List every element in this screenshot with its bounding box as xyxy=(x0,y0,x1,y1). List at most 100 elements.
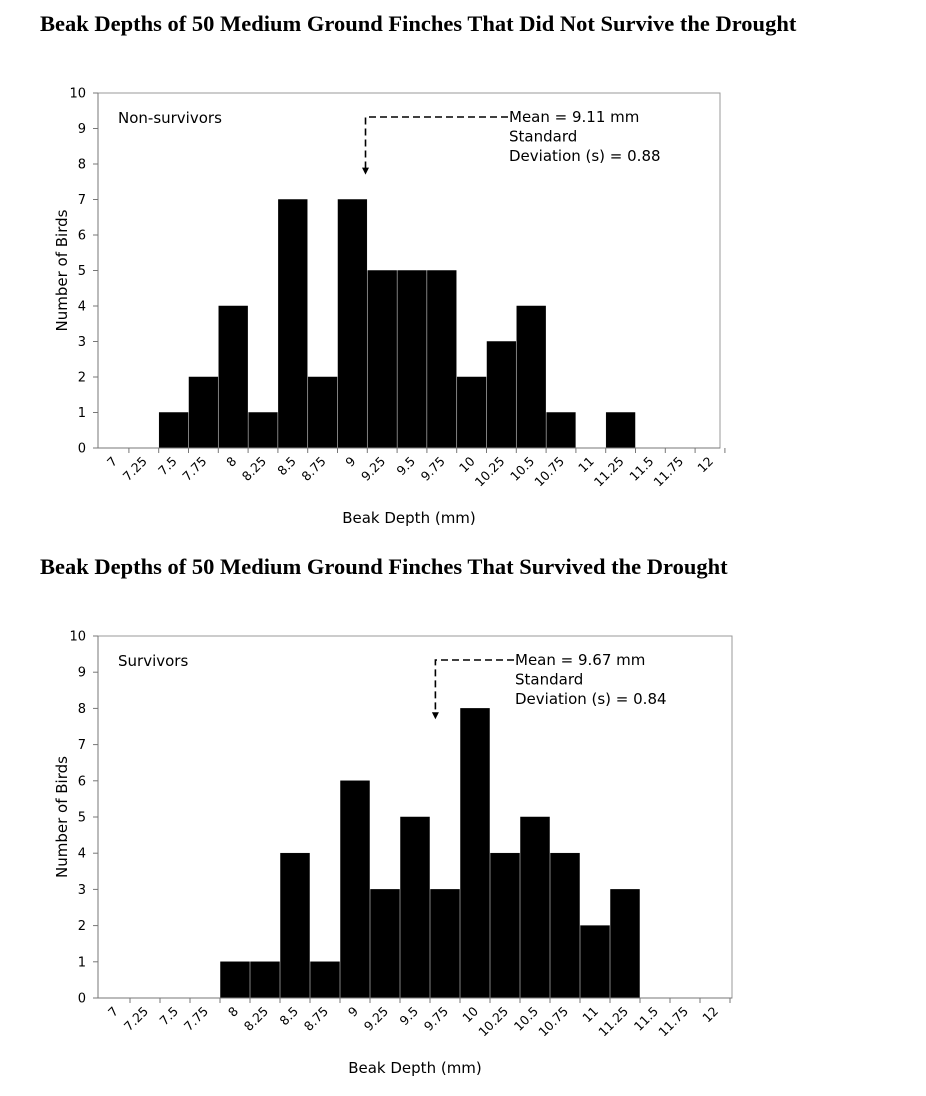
x-tick-label: 11.75 xyxy=(650,454,686,490)
y-tick-label: 5 xyxy=(78,264,86,279)
y-tick-label: 10 xyxy=(69,87,86,102)
y-tick-label: 4 xyxy=(78,300,86,315)
bar xyxy=(580,925,610,999)
x-tick-label: 11 xyxy=(579,1004,601,1026)
bar xyxy=(486,341,517,449)
y-tick-label: 3 xyxy=(78,883,86,898)
x-tick-label: 7.5 xyxy=(156,1004,181,1029)
bar xyxy=(367,270,397,449)
x-tick-label: 8.75 xyxy=(301,1004,331,1034)
panel-label: Survivors xyxy=(118,652,188,670)
y-tick-label: 0 xyxy=(78,442,86,457)
x-tick-label: 11.25 xyxy=(595,1004,631,1040)
y-tick-label: 9 xyxy=(78,666,86,681)
x-axis-title: Beak Depth (mm) xyxy=(342,509,476,527)
y-tick-label: 9 xyxy=(78,122,86,137)
mean-leader-line xyxy=(434,659,514,714)
y-tick-label: 2 xyxy=(78,919,86,934)
x-tick-label: 10.75 xyxy=(531,454,567,490)
x-tick-label: 7.75 xyxy=(181,1004,211,1034)
bar xyxy=(400,816,430,999)
y-tick-label: 1 xyxy=(78,955,86,970)
x-tick-label: 7.75 xyxy=(179,454,209,484)
x-tick-label: 11.75 xyxy=(655,1004,691,1040)
bar xyxy=(516,305,546,449)
x-tick-label: 11 xyxy=(575,454,597,476)
y-tick-label: 4 xyxy=(78,847,86,862)
bar xyxy=(248,412,278,449)
bar xyxy=(605,412,636,449)
y-tick-label: 2 xyxy=(78,371,86,386)
chart-title-non-survivors: Beak Depths of 50 Medium Ground Finches … xyxy=(40,11,797,36)
bar xyxy=(460,708,490,999)
y-tick-label: 7 xyxy=(78,738,86,753)
x-tick-label: 10.75 xyxy=(535,1004,571,1040)
y-axis-title: Number of Birds xyxy=(53,209,71,331)
y-tick-label: 5 xyxy=(78,811,86,826)
y-axis-title: Number of Birds xyxy=(53,756,71,878)
x-tick-label: 8.25 xyxy=(241,1004,271,1034)
x-tick-label: 9.75 xyxy=(421,1004,451,1034)
x-tick-label: 9.5 xyxy=(393,454,418,479)
mean-annotation-text: Mean = 9.67 mm xyxy=(515,651,645,669)
x-tick-label: 10.25 xyxy=(475,1004,511,1040)
bar xyxy=(158,412,189,449)
bar xyxy=(188,376,219,449)
x-tick-label: 12 xyxy=(694,454,716,476)
x-tick-label: 9 xyxy=(342,453,358,469)
x-tick-label: 10 xyxy=(456,453,478,475)
x-tick-label: 10.25 xyxy=(472,454,508,490)
bar xyxy=(340,780,370,999)
y-tick-label: 0 xyxy=(78,992,86,1007)
bar xyxy=(456,376,487,449)
bar xyxy=(220,961,250,999)
x-tick-label: 7.25 xyxy=(121,1004,151,1034)
bar xyxy=(310,961,340,999)
panel-label: Non-survivors xyxy=(118,109,222,127)
y-tick-label: 1 xyxy=(78,406,86,421)
x-tick-label: 10 xyxy=(459,1003,481,1025)
mean-arrow-icon xyxy=(431,712,439,720)
bar xyxy=(278,199,308,449)
mean-arrow-icon xyxy=(362,167,370,175)
x-tick-label: 7.5 xyxy=(155,454,180,479)
bar xyxy=(370,889,400,999)
y-tick-label: 8 xyxy=(78,702,86,717)
y-tick-label: 6 xyxy=(78,229,86,244)
bar xyxy=(427,270,457,449)
y-tick-label: 8 xyxy=(78,158,86,173)
bar xyxy=(397,270,427,449)
bar xyxy=(520,816,550,999)
y-tick-label: 3 xyxy=(78,335,86,350)
x-tick-label: 9.5 xyxy=(396,1004,421,1029)
x-tick-label: 8.5 xyxy=(276,1004,301,1029)
bar xyxy=(307,376,338,449)
bar xyxy=(546,412,576,449)
bar xyxy=(337,199,368,449)
mean-annotation-text: Deviation (s) = 0.84 xyxy=(515,690,667,708)
bar xyxy=(610,889,640,999)
bar xyxy=(430,889,460,999)
x-tick-label: 8.5 xyxy=(274,454,299,479)
y-tick-label: 10 xyxy=(69,630,86,645)
mean-leader-line xyxy=(364,116,508,169)
x-tick-label: 12 xyxy=(699,1004,721,1026)
y-tick-label: 7 xyxy=(78,193,86,208)
chart-title-survivors: Beak Depths of 50 Medium Ground Finches … xyxy=(40,554,728,579)
bar xyxy=(250,961,280,999)
x-tick-label: 8.75 xyxy=(298,454,328,484)
x-tick-label: 7 xyxy=(105,1004,121,1020)
x-tick-label: 9 xyxy=(345,1003,361,1019)
y-tick-label: 6 xyxy=(78,774,86,789)
bar xyxy=(280,852,310,999)
x-tick-label: 7 xyxy=(104,454,120,470)
x-tick-label: 7.25 xyxy=(120,454,150,484)
x-tick-label: 9.75 xyxy=(418,454,448,484)
bar xyxy=(218,305,248,449)
x-tick-label: 11.25 xyxy=(591,454,627,490)
mean-annotation-text: Standard xyxy=(509,128,577,146)
x-tick-label: 9.25 xyxy=(358,454,388,484)
mean-annotation-text: Deviation (s) = 0.88 xyxy=(509,147,661,165)
